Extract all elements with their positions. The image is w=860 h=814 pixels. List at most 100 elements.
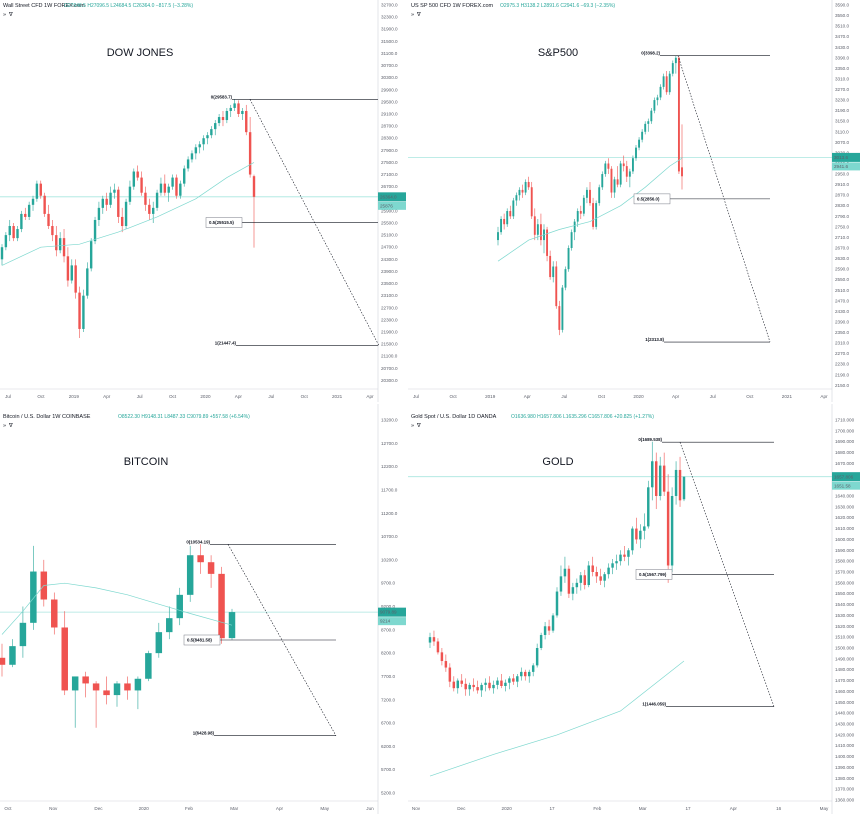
candle[interactable] [681, 124, 683, 190]
candle[interactable] [658, 456, 662, 501]
candle[interactable] [598, 184, 601, 206]
candle[interactable] [615, 554, 618, 570]
candle[interactable] [43, 192, 46, 217]
candle[interactable] [171, 174, 174, 190]
candle[interactable] [145, 650, 152, 682]
candle[interactable] [558, 300, 561, 336]
candle[interactable] [653, 97, 656, 114]
candle[interactable] [647, 118, 650, 132]
candle[interactable] [210, 126, 213, 139]
candle[interactable] [92, 681, 100, 728]
candle[interactable] [604, 160, 607, 177]
candle[interactable] [518, 187, 521, 201]
candle[interactable] [113, 183, 116, 199]
candle[interactable] [70, 259, 73, 284]
candle[interactable] [176, 587, 183, 626]
candle[interactable] [656, 94, 659, 106]
candle[interactable] [654, 452, 658, 510]
candle[interactable] [575, 578, 579, 594]
candle[interactable] [619, 550, 622, 566]
candle[interactable] [12, 222, 15, 242]
candle[interactable] [546, 226, 549, 262]
candle[interactable] [610, 166, 613, 198]
chart-panel-btc[interactable]: Bitcoin / U.S. Dollar 1W COINBASE O8522.3… [0, 404, 406, 814]
candle[interactable] [66, 247, 70, 287]
candle[interactable] [31, 195, 35, 211]
candle[interactable] [571, 582, 575, 601]
candle[interactable] [86, 262, 89, 299]
chart-svg-spx[interactable]: US SP 500 CFD 1W FOREX.com O2975.3 H3138.… [408, 0, 860, 402]
candle[interactable] [592, 197, 595, 230]
candle[interactable] [89, 238, 93, 272]
candle[interactable] [503, 213, 506, 230]
candle[interactable] [638, 137, 641, 151]
candle[interactable] [20, 210, 23, 233]
candle[interactable] [9, 639, 16, 668]
candle[interactable] [198, 141, 201, 154]
candle[interactable] [520, 667, 523, 681]
candle[interactable] [175, 174, 178, 199]
candle[interactable] [233, 99, 236, 111]
chart-svg-btc[interactable]: Bitcoin / U.S. Dollar 1W COINBASE O8522.3… [0, 404, 406, 814]
candle[interactable] [625, 160, 628, 182]
candle[interactable] [567, 565, 571, 599]
candle[interactable] [607, 158, 610, 175]
chart-panel-spx[interactable]: US SP 500 CFD 1W FOREX.com O2975.3 H3138.… [408, 0, 860, 402]
candle[interactable] [504, 679, 507, 692]
candle[interactable] [561, 284, 564, 333]
candle[interactable] [61, 611, 68, 696]
candle[interactable] [512, 197, 515, 219]
candle[interactable] [616, 166, 619, 188]
candle[interactable] [179, 180, 182, 199]
candle[interactable] [595, 566, 598, 583]
candle[interactable] [444, 654, 448, 672]
candle[interactable] [117, 186, 120, 223]
candle[interactable] [472, 678, 475, 692]
candle[interactable] [579, 205, 582, 219]
candle[interactable] [603, 572, 606, 588]
candle[interactable] [55, 226, 58, 257]
candle[interactable] [515, 192, 518, 206]
candle[interactable] [190, 150, 194, 163]
candle[interactable] [4, 232, 8, 251]
candle[interactable] [533, 208, 536, 241]
candle[interactable] [225, 107, 229, 124]
candle[interactable] [163, 174, 167, 196]
candle[interactable] [635, 144, 637, 161]
candle[interactable] [218, 566, 225, 644]
candle[interactable] [674, 461, 678, 505]
candle[interactable] [8, 219, 11, 242]
candle[interactable] [155, 622, 163, 658]
candle[interactable] [113, 681, 121, 707]
candle[interactable] [631, 526, 634, 555]
candle[interactable] [587, 561, 590, 588]
candle[interactable] [252, 174, 256, 248]
candle[interactable] [124, 198, 128, 230]
candle[interactable] [589, 181, 591, 206]
candle[interactable] [206, 132, 209, 145]
candle[interactable] [134, 676, 142, 710]
candle[interactable] [516, 674, 519, 688]
candle[interactable] [591, 556, 594, 577]
plot-area[interactable] [0, 0, 378, 402]
candle[interactable] [496, 677, 499, 690]
candle[interactable] [631, 155, 634, 175]
candle[interactable] [531, 663, 535, 677]
candle[interactable] [27, 201, 31, 220]
chart-svg-gold[interactable]: Gold Spot / U.S. Dollar 1D OANDA O1636.98… [408, 404, 860, 814]
candle[interactable] [678, 456, 682, 507]
candle[interactable] [436, 638, 440, 655]
candle[interactable] [16, 226, 19, 242]
candle[interactable] [120, 207, 124, 233]
candle[interactable] [666, 474, 670, 583]
candle[interactable] [229, 104, 232, 118]
candle[interactable] [101, 195, 105, 214]
candle[interactable] [524, 179, 527, 196]
candle[interactable] [509, 205, 512, 219]
candle[interactable] [186, 545, 194, 602]
candle[interactable] [567, 245, 570, 272]
candle[interactable] [428, 632, 432, 648]
candle[interactable] [97, 201, 101, 227]
candle[interactable] [197, 544, 204, 574]
candle[interactable] [217, 113, 221, 127]
